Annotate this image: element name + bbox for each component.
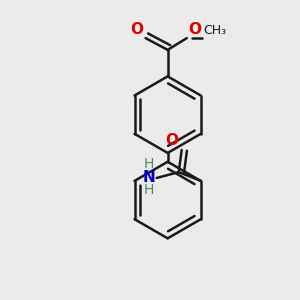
Text: O: O bbox=[130, 22, 143, 37]
Text: CH₃: CH₃ bbox=[204, 24, 227, 37]
Text: O: O bbox=[165, 133, 178, 148]
Text: N: N bbox=[142, 170, 155, 185]
Text: H: H bbox=[143, 158, 154, 172]
Text: H: H bbox=[143, 183, 154, 197]
Text: O: O bbox=[188, 22, 201, 37]
